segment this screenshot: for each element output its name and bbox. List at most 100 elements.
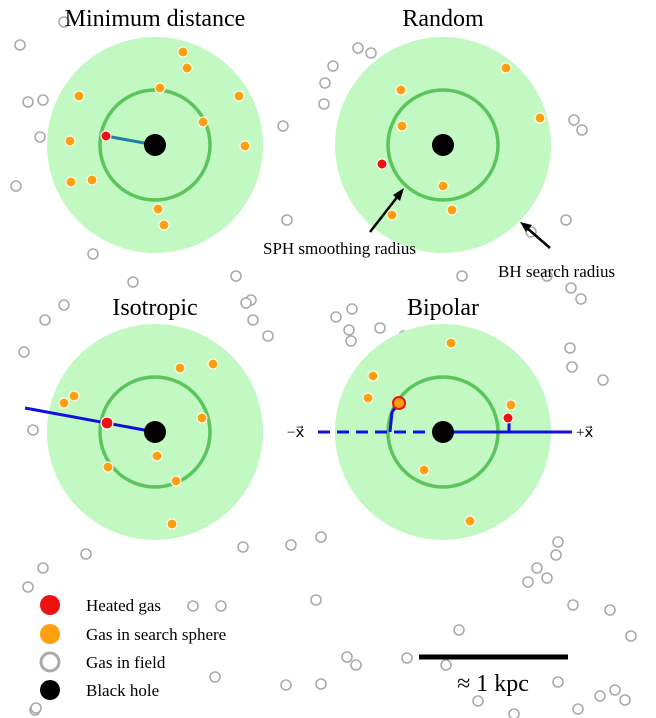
- panel-minimum-distance: Minimum distance: [47, 6, 263, 253]
- field-gas-particle: [453, 624, 465, 636]
- field-gas-particle: [215, 600, 227, 612]
- field-gas-particle: [315, 678, 327, 690]
- sph-arrowhead: [393, 188, 404, 201]
- heated-gas-particle: [100, 130, 112, 142]
- field-gas-particle: [552, 536, 564, 548]
- panel-random: Random SPH smoothing radius BH search ra…: [263, 6, 615, 281]
- black-hole: [432, 421, 454, 443]
- field-gas-particles: [10, 16, 637, 718]
- heated-search-gas-particle: [392, 396, 406, 410]
- field-gas-particle: [10, 180, 22, 192]
- scale-bar-label: ≈ 1 kpc: [457, 671, 529, 697]
- field-gas-particle: [352, 42, 364, 54]
- field-gas-particle: [625, 630, 637, 642]
- field-gas-particle: [346, 303, 358, 315]
- field-gas-particle: [247, 314, 259, 326]
- field-gas-particle: [37, 94, 49, 106]
- legend-field-gas-marker: [39, 651, 61, 673]
- minus-x-label: −x⃗: [287, 425, 304, 441]
- field-gas-particle: [522, 576, 534, 588]
- search-gas-particle: [505, 399, 517, 411]
- heated-gas-particle: [100, 416, 114, 430]
- search-gas-particle: [464, 515, 476, 527]
- panel-title-bipolar: Bipolar: [407, 295, 479, 321]
- search-gas-particle: [396, 120, 408, 132]
- field-gas-particle: [262, 330, 274, 342]
- field-gas-particle: [564, 342, 576, 354]
- field-gas-particle: [541, 270, 553, 282]
- search-gas-particle: [174, 362, 186, 374]
- panel-isotropic: Isotropic: [24, 295, 263, 540]
- field-gas-particle: [18, 346, 30, 358]
- field-gas-particle: [319, 77, 331, 89]
- field-gas-particle: [594, 690, 606, 702]
- field-gas-particle: [597, 374, 609, 386]
- bh-arrowhead: [520, 222, 532, 232]
- field-gas-particle: [39, 314, 51, 326]
- field-gas-particle: [572, 703, 584, 715]
- field-gas-particle: [58, 299, 70, 311]
- field-gas-particle: [609, 684, 621, 696]
- field-gas-particle: [22, 96, 34, 108]
- isotropic-direction-line: [24, 406, 156, 434]
- field-gas-particle: [560, 214, 572, 226]
- field-gas-particle: [34, 131, 46, 143]
- field-gas-particle: [22, 581, 34, 593]
- legend-field-gas-label: Gas in field: [86, 653, 166, 672]
- field-gas-particle: [277, 120, 289, 132]
- legend: Heated gas Gas in search sphere Gas in f…: [39, 595, 226, 700]
- field-gas-particle: [619, 694, 631, 706]
- heated-gas-particle: [502, 412, 514, 424]
- search-gas-particle: [437, 180, 449, 192]
- heated-gas-particle: [376, 158, 388, 170]
- field-gas-particle: [565, 282, 577, 294]
- field-gas-particle: [343, 324, 355, 336]
- field-gas-particle: [281, 214, 293, 226]
- search-gas-particle: [152, 203, 164, 215]
- field-gas-particle: [401, 652, 413, 664]
- panel-title-isotropic: Isotropic: [112, 295, 197, 321]
- field-gas-particle: [365, 47, 377, 59]
- field-gas-particle: [80, 548, 92, 560]
- field-gas-particle: [566, 361, 578, 373]
- field-gas-particle: [58, 16, 70, 28]
- search-gas-particle: [170, 475, 182, 487]
- search-gas-particle: [158, 219, 170, 231]
- legend-black-hole-label: Black hole: [86, 681, 159, 700]
- field-gas-particle: [327, 60, 339, 72]
- field-gas-particle: [37, 562, 49, 574]
- panel-bipolar: Bipolar −x⃗ +x⃗: [287, 295, 593, 540]
- sph-arrow: [369, 195, 399, 233]
- search-gas-particle: [445, 337, 457, 349]
- search-gas-particle: [197, 116, 209, 128]
- field-gas-particle: [187, 600, 199, 612]
- search-gas-particle: [102, 461, 114, 473]
- search-gas-particle: [367, 370, 379, 382]
- field-gas-particle: [27, 424, 39, 436]
- field-gas-particle: [341, 651, 353, 663]
- field-gas-particle: [472, 695, 484, 707]
- field-gas-particle: [550, 549, 562, 561]
- field-gas-particle: [374, 322, 386, 334]
- search-gas-particle: [386, 209, 398, 221]
- field-gas-particle: [127, 276, 139, 288]
- black-hole: [144, 134, 166, 156]
- search-gas-particle: [154, 82, 166, 94]
- black-hole: [144, 421, 166, 443]
- search-gas-particle: [166, 518, 178, 530]
- search-gas-particle: [362, 392, 374, 404]
- search-gas-particle: [207, 358, 219, 370]
- field-gas-particle: [575, 293, 587, 305]
- field-gas-particle: [345, 335, 357, 347]
- search-gas-particle: [233, 90, 245, 102]
- panel-title-random: Random: [402, 6, 484, 32]
- field-gas-particle: [440, 659, 452, 671]
- field-gas-particle: [350, 659, 362, 671]
- field-gas-particle: [237, 541, 249, 553]
- field-gas-particle: [87, 248, 99, 260]
- field-gas-particle: [240, 297, 252, 309]
- field-gas-particle: [330, 311, 342, 323]
- field-gas-particle: [568, 114, 580, 126]
- legend-search-gas-label: Gas in search sphere: [86, 625, 226, 644]
